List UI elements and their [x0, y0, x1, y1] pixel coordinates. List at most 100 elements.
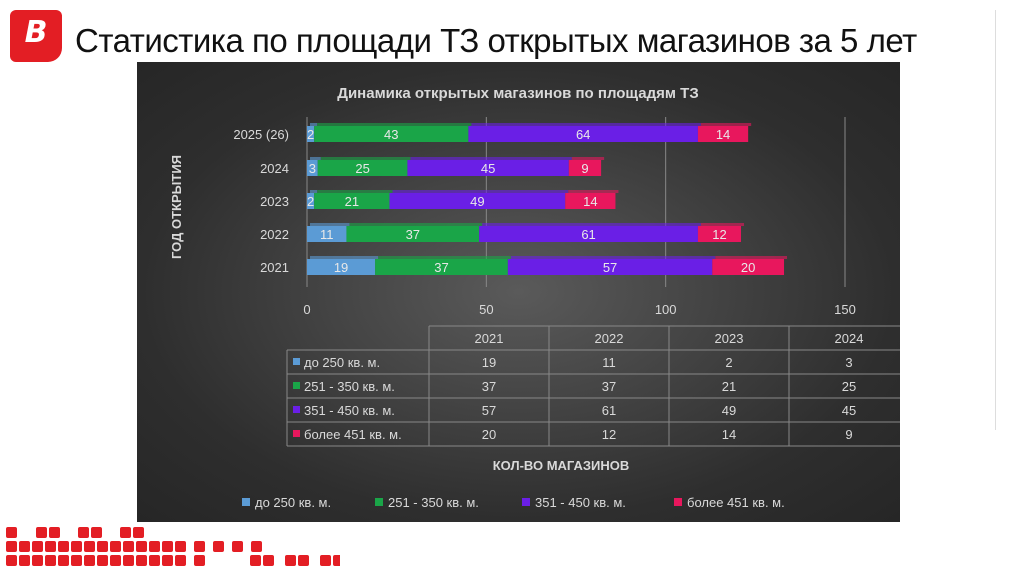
bar-segment	[307, 259, 376, 275]
table-row-label: до 250 кв. м.	[304, 355, 380, 370]
x-tick-label: 100	[655, 302, 677, 317]
decor-square	[6, 555, 17, 566]
table-cell: 61	[602, 403, 616, 418]
data-label: 49	[470, 194, 484, 209]
decor-square	[71, 541, 82, 552]
bar-segment-depth	[310, 223, 350, 226]
table-cell: 57	[482, 403, 496, 418]
decor-square	[162, 555, 173, 566]
decor-square	[263, 555, 274, 566]
decor-square	[32, 555, 43, 566]
y-axis-label: ГОД ОТКРЫТИЯ	[169, 155, 184, 259]
bar-segment	[314, 126, 469, 142]
bar-segment-depth	[392, 190, 569, 193]
decor-square	[175, 555, 186, 566]
decor-square	[45, 555, 56, 566]
decor-square	[175, 541, 186, 552]
decor-square	[78, 527, 89, 538]
x-tick-label: 150	[834, 302, 856, 317]
table-cell: 20	[482, 427, 496, 442]
bar-segment	[407, 160, 569, 176]
bar-segment-depth	[571, 157, 605, 160]
data-label: 9	[581, 161, 588, 176]
legend-label: 251 - 350 кв. м.	[388, 495, 479, 510]
decor-square	[120, 527, 131, 538]
legend-key	[293, 358, 300, 365]
decor-square	[149, 555, 160, 566]
data-label: 45	[481, 161, 495, 176]
brand-logo: B	[10, 10, 62, 62]
table-cell: 37	[602, 379, 616, 394]
data-label: 11	[320, 227, 334, 242]
bar-segment-depth	[700, 223, 744, 226]
table-cell: 9	[845, 427, 852, 442]
legend-marker	[522, 498, 530, 506]
bar-segment	[346, 226, 480, 242]
decor-square	[123, 541, 134, 552]
bar-segment-depth	[410, 157, 572, 160]
stacked-bar-chart: Динамика открытых магазинов по площадям …	[169, 85, 1024, 510]
decor-square	[19, 555, 30, 566]
decor-square	[298, 555, 309, 566]
bar-segment	[468, 126, 698, 142]
decor-square	[6, 527, 17, 538]
y-tick-label: 2024	[260, 161, 289, 176]
data-label: 37	[406, 227, 420, 242]
table-cell: 2	[725, 355, 732, 370]
table-cell: 49	[722, 403, 736, 418]
bar-segment	[697, 126, 749, 142]
bar-segment-depth	[320, 157, 411, 160]
data-label: 14	[583, 194, 597, 209]
decor-square	[110, 541, 121, 552]
data-label: 25	[355, 161, 369, 176]
legend-marker	[242, 498, 250, 506]
bar-segment-depth	[310, 190, 318, 193]
x-axis-label: КОЛ-ВО МАГАЗИНОВ	[493, 458, 630, 473]
bar-segment	[314, 193, 390, 209]
decor-square	[19, 541, 30, 552]
decor-square	[110, 555, 121, 566]
decor-square	[97, 541, 108, 552]
table-cell: 21	[722, 379, 736, 394]
table-cell: 19	[482, 355, 496, 370]
decor-square	[213, 541, 224, 552]
bar-segment	[307, 193, 315, 209]
decor-square	[84, 541, 95, 552]
data-label: 14	[716, 127, 730, 142]
decor-square	[45, 541, 56, 552]
decor-square	[123, 555, 134, 566]
decor-square	[84, 555, 95, 566]
bar-segment	[307, 126, 315, 142]
data-label: 57	[603, 260, 617, 275]
decor-square	[320, 555, 331, 566]
decor-square	[58, 541, 69, 552]
bar-segment-depth	[568, 190, 619, 193]
bar-segment-depth	[310, 123, 318, 126]
decor-square	[71, 555, 82, 566]
bar-segment-depth	[310, 157, 321, 160]
decor-square	[91, 527, 102, 538]
bar-segment	[565, 193, 616, 209]
bar-segment-depth	[715, 256, 788, 259]
bar-segment	[389, 193, 566, 209]
bar-segment-depth	[378, 256, 511, 259]
bar-segment-depth	[349, 223, 483, 226]
bar-segment	[375, 259, 508, 275]
legend-key	[293, 430, 300, 437]
decor-square	[58, 555, 69, 566]
data-label: 61	[581, 227, 595, 242]
data-label: 3	[309, 161, 316, 176]
table-cell: 11	[602, 355, 616, 370]
bar-segment-depth	[510, 256, 716, 259]
bar-segment-depth	[317, 190, 393, 193]
table-header: 2023	[715, 331, 744, 346]
x-tick-label: 0	[303, 302, 310, 317]
bar-segment-depth	[700, 123, 752, 126]
data-label: 21	[345, 194, 359, 209]
legend-key	[293, 406, 300, 413]
chart-title: Динамика открытых магазинов по площадям …	[337, 85, 698, 102]
table-header: 2024	[835, 331, 864, 346]
y-tick-label: 2023	[260, 194, 289, 209]
y-tick-label: 2021	[260, 260, 289, 275]
table-cell: 14	[722, 427, 736, 442]
